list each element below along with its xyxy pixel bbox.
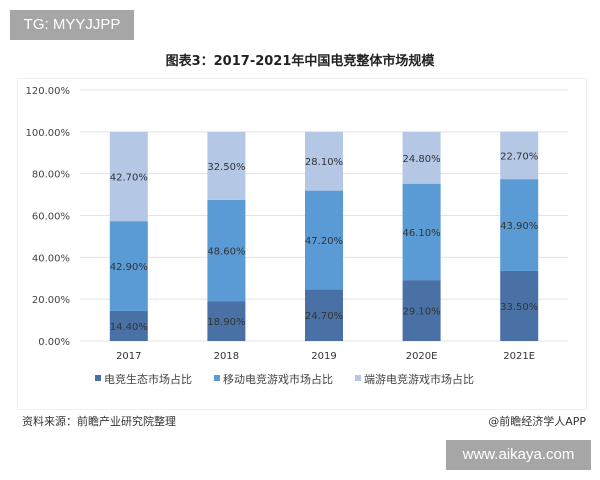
- data-label: 24.80%: [403, 154, 441, 165]
- bar-segment: [109, 310, 148, 341]
- x-tick-label: 2020E: [406, 351, 438, 362]
- bar-segment: [305, 289, 343, 341]
- data-label: 48.60%: [207, 247, 245, 258]
- data-label: 42.90%: [110, 262, 148, 273]
- source-note: 资料来源：前瞻产业研究院整理: [22, 415, 176, 428]
- bar-segment: [109, 131, 148, 222]
- bar-segment: [500, 131, 539, 180]
- tag-label: TG: MYYJJPP: [10, 10, 134, 40]
- y-tick-label: 20.00%: [32, 295, 70, 306]
- data-label: 24.70%: [305, 311, 343, 322]
- legend-swatch: [355, 375, 361, 381]
- x-tick-label: 2017: [116, 351, 141, 362]
- y-tick-label: 80.00%: [32, 170, 70, 181]
- y-tick-label: 40.00%: [32, 253, 70, 264]
- y-tick-label: 120.00%: [26, 86, 71, 97]
- bar-segment: [207, 199, 246, 302]
- data-label: 43.90%: [500, 221, 538, 232]
- legend-label: 端游电竞游戏市场占比: [364, 372, 474, 386]
- data-label: 28.10%: [305, 157, 343, 168]
- data-label: 33.50%: [500, 302, 538, 313]
- legend-label: 移动电竞游戏市场占比: [223, 372, 333, 386]
- data-label: 29.10%: [403, 307, 441, 318]
- credit: @前瞻经济学人APP: [488, 415, 586, 428]
- chart-title: 图表3：2017-2021年中国电竞整体市场规模: [165, 54, 435, 69]
- bar-segment: [305, 190, 343, 290]
- legend-label: 电竞生态市场占比: [104, 372, 192, 386]
- legend-swatch: [95, 375, 101, 381]
- bar-segment: [500, 179, 539, 271]
- x-tick-label: 2019: [311, 351, 336, 362]
- bar-segment: [207, 301, 246, 341]
- data-label: 47.20%: [305, 236, 343, 247]
- bar-segment: [109, 221, 148, 311]
- y-tick-label: 0.00%: [38, 337, 70, 348]
- watermark: www.aikaya.com: [446, 440, 591, 470]
- data-label: 14.40%: [110, 322, 148, 333]
- bar-segment: [402, 131, 441, 184]
- bar-segment: [207, 131, 246, 200]
- y-tick-label: 60.00%: [32, 212, 70, 223]
- data-label: 42.70%: [110, 172, 148, 183]
- x-tick-label: 2018: [214, 351, 239, 362]
- bar-segment: [305, 131, 343, 191]
- data-label: 22.70%: [500, 151, 538, 162]
- data-label: 18.90%: [207, 317, 245, 328]
- data-label: 32.50%: [207, 162, 245, 173]
- x-tick-label: 2021E: [503, 351, 535, 362]
- bar-segment: [402, 183, 441, 281]
- bar-segment: [500, 270, 539, 341]
- bar-segment: [402, 280, 441, 341]
- data-label: 46.10%: [403, 228, 441, 239]
- y-tick-label: 100.00%: [26, 128, 71, 139]
- legend-swatch: [214, 375, 220, 381]
